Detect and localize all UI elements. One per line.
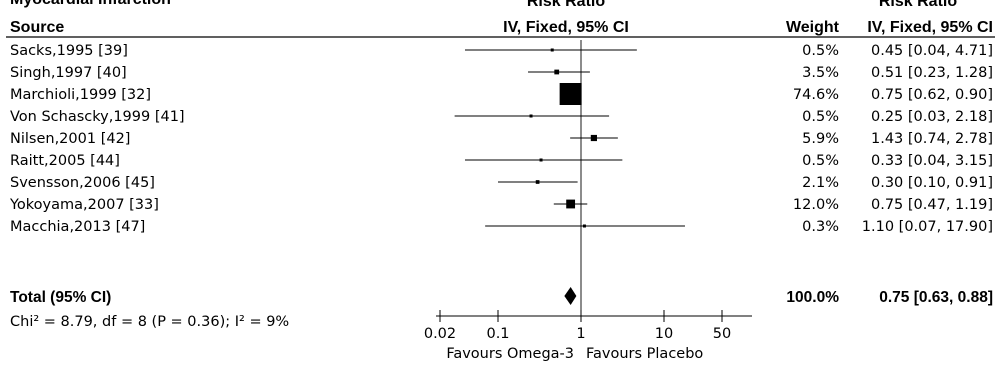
heterogeneity-stats: Chi² = 8.79, df = 8 (P = 0.36); I² = 9% [10, 314, 289, 330]
study-ci-text: 0.75 [0.47, 1.19] [871, 197, 993, 213]
pooled-estimate-diamond [564, 287, 577, 305]
study-ci-text: 0.51 [0.23, 1.28] [871, 65, 993, 81]
method-header-right: IV, Fixed, 95% CI [867, 19, 993, 36]
favours-right-label: Favours Placebo [586, 346, 703, 362]
axis-tick-label: 10 [655, 326, 673, 342]
x-axis: 0.02 0.1 1 10 50 [424, 310, 752, 342]
study-source: Marchioli,1999 [32] [10, 87, 151, 103]
study-point-estimate [566, 199, 576, 209]
study-source: Singh,1997 [40] [10, 65, 127, 81]
study-ci-text: 0.30 [0.10, 0.91] [871, 175, 993, 191]
study-ci-text: 1.43 [0.74, 2.78] [871, 131, 993, 147]
study-ci-text: 0.75 [0.62, 0.90] [871, 87, 993, 103]
weight-header: Weight [786, 19, 840, 36]
study-source: Von Schascky,1999 [41] [10, 109, 185, 125]
source-header: Source [10, 19, 64, 36]
axis-tick-label: 1 [576, 326, 585, 342]
study-ci-text: 0.45 [0.04, 4.71] [871, 43, 993, 59]
axis-tick-label: 0.1 [486, 326, 509, 342]
study-source: Macchia,2013 [47] [10, 219, 145, 235]
plot-marks [454, 40, 685, 316]
study-ci-text: 0.25 [0.03, 2.18] [871, 109, 993, 125]
method-header-left: IV, Fixed, 95% CI [503, 19, 629, 36]
total-label: Total (95% CI) [10, 289, 111, 306]
study-weight: 0.5% [802, 43, 839, 59]
study-source: Svensson,2006 [45] [10, 175, 155, 191]
axis-tick-label: 0.02 [424, 326, 456, 342]
study-point-estimate [550, 48, 554, 52]
study-point-estimate [582, 224, 586, 228]
study-weight: 0.3% [802, 219, 839, 235]
study-point-estimate [539, 158, 543, 162]
study-point-estimate [559, 83, 582, 105]
study-weight: 12.0% [793, 197, 839, 213]
study-ci-text: 1.10 [0.07, 17.90] [862, 219, 993, 235]
study-source: Yokoyama,2007 [33] [9, 197, 159, 213]
study-source: Nilsen,2001 [42] [10, 131, 130, 147]
study-point-estimate [554, 69, 560, 75]
total-weight: 100.0% [786, 289, 839, 306]
study-source: Raitt,2005 [44] [10, 153, 120, 169]
study-weight: 0.5% [802, 109, 839, 125]
total-ci-text: 0.75 [0.63, 0.88] [879, 289, 993, 306]
study-rows: Sacks,1995 [39] 0.5% 0.45 [0.04, 4.71] Sing… [9, 43, 993, 235]
favours-left-label: Favours Omega-3 [446, 346, 574, 362]
study-point-estimate [535, 180, 540, 184]
study-weight: 74.6% [793, 87, 839, 103]
study-weight: 5.9% [802, 131, 839, 147]
study-point-estimate [590, 134, 597, 142]
top-left-title: Myocardial Infarction [10, 0, 171, 8]
study-source: Sacks,1995 [39] [10, 43, 128, 59]
study-point-estimate [529, 114, 533, 118]
axis-tick-label: 50 [713, 326, 731, 342]
study-ci-text: 0.33 [0.04, 3.15] [871, 153, 993, 169]
risk-ratio-header-right: Risk Ratio [879, 0, 957, 10]
study-weight: 2.1% [802, 175, 839, 191]
study-weight: 0.5% [802, 153, 839, 169]
study-weight: 3.5% [802, 65, 839, 81]
risk-ratio-header-left: Risk Ratio [527, 0, 605, 10]
